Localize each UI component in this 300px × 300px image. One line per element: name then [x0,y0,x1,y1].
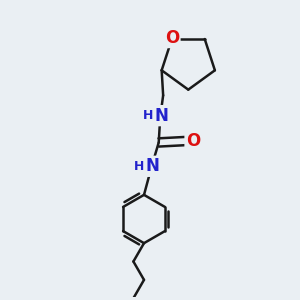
Text: O: O [186,132,200,150]
Text: O: O [165,28,179,46]
Text: H: H [142,109,153,122]
Text: N: N [155,107,169,125]
Text: H: H [134,160,144,173]
Text: N: N [145,157,159,175]
